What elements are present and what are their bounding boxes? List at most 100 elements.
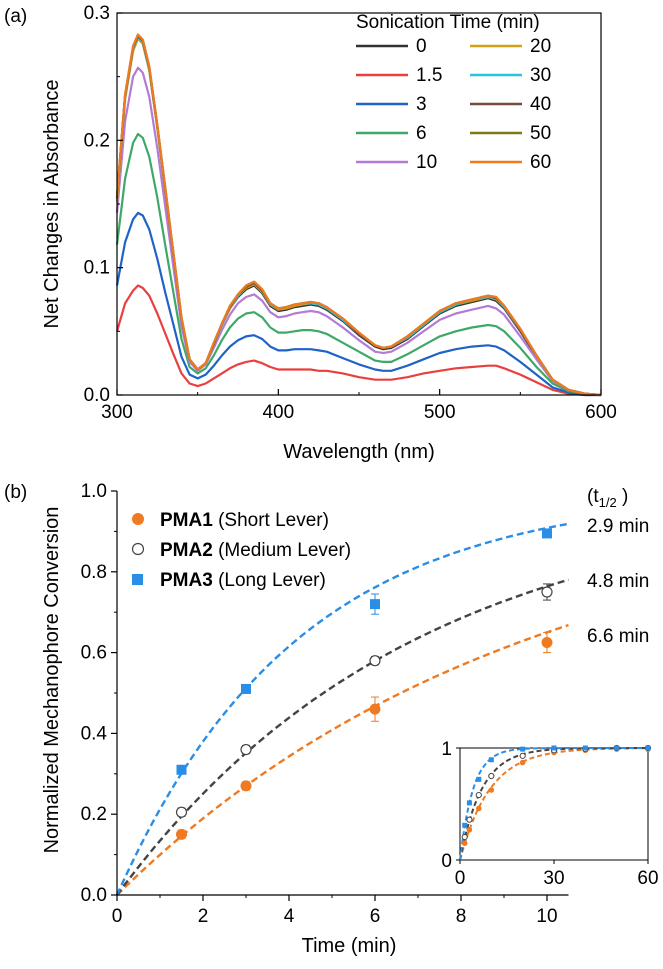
b-ytick-label: 0.4: [81, 723, 108, 744]
b-xtick-label: 2: [198, 906, 209, 927]
fit-curve-pma2: [116, 578, 569, 896]
panel-b-plot: [115, 522, 569, 896]
legend-label-1-5: 1.5: [416, 65, 442, 86]
b-ytick-label: 0.8: [81, 562, 107, 583]
b-xtick-label: 6: [370, 906, 381, 927]
inset-point-pma1: [476, 805, 482, 812]
inset-xtick-label: 0: [455, 868, 466, 889]
inset-point-pma3: [645, 745, 651, 751]
legend-label-20: 20: [530, 36, 551, 57]
panel-b-label: (b): [4, 482, 27, 503]
b-xtick-label: 8: [456, 906, 467, 927]
a-ytick-label: 0.2: [84, 130, 110, 151]
legend-label-0: 0: [416, 36, 427, 57]
panel-a-frame: [116, 12, 602, 396]
inset-point-pma1: [488, 787, 495, 793]
spectrum-line-60: [115, 33, 602, 397]
legend-label-pma2: PMA2 (Medium Lever): [160, 540, 351, 561]
fit-curve-pma3: [115, 522, 569, 896]
data-point-pma2: [240, 743, 252, 756]
inset-point-pma3: [551, 745, 557, 751]
data-point-pma1: [176, 828, 187, 840]
a-ytick-label: 0.0: [84, 385, 110, 406]
legend-marker-pma3: [132, 574, 143, 585]
spectrum-line-6: [115, 132, 602, 397]
spectrum-line-3: [115, 211, 601, 397]
inset-point-pma2: [475, 791, 482, 799]
a-ytick-label: 0.3: [84, 3, 110, 24]
half-life-pma1: 6.6 min: [587, 626, 649, 647]
panel-a-plot: [115, 33, 602, 397]
inset-point-pma1: [466, 826, 473, 833]
b-xtick-label: 0: [112, 906, 123, 927]
panel-a-ylabel: Net Changes in Absorbance: [41, 79, 63, 328]
panel-b-legend: PMA1 (Short Lever) PMA2 (Medium Lever) PMA…: [131, 510, 351, 591]
inset-point-pma3: [476, 776, 482, 782]
inset-point-pma3: [488, 757, 494, 763]
inset-frame: [459, 747, 649, 861]
panel-b-axes: 0 2 4 6 8 100.00.20.40.60.81.0: [81, 481, 569, 927]
inset-point-pma2: [519, 752, 526, 759]
data-point-pma2: [541, 586, 553, 598]
panel-b-half-life-labels: 6.6 min 4.8 min 2.9 min: [587, 516, 649, 647]
panel-b-inset: 0 30 60 0 1: [441, 739, 658, 889]
inset-xtick-label: 30: [543, 868, 564, 889]
inset-point-pma3: [466, 800, 472, 806]
inset-point-pma3: [520, 746, 526, 752]
inset-xtick-label: 60: [637, 868, 658, 889]
data-point-pma3: [176, 764, 187, 775]
data-point-pma1: [369, 703, 381, 715]
panel-b-xlabel: Time (min): [302, 935, 397, 957]
inset-ytick-label: 0: [441, 851, 452, 872]
b-xtick-label: 10: [536, 906, 557, 927]
inset-point-pma3: [582, 745, 588, 751]
data-point-pma3: [542, 528, 552, 539]
b-ytick-label: 0.2: [81, 804, 107, 825]
a-xtick-label: 500: [424, 402, 456, 423]
panel-a-legend-title: Sonication Time (min): [356, 12, 540, 33]
legend-label-6: 6: [416, 123, 427, 144]
a-xtick-label: 400: [262, 402, 294, 423]
a-ytick-label: 0.1: [84, 258, 110, 279]
half-life-header: (t1/2 ): [587, 486, 628, 510]
b-ytick-label: 0.0: [81, 885, 107, 906]
inset-point-pma3: [462, 822, 468, 828]
legend-label-pma3: PMA3 (Long Lever): [160, 570, 326, 591]
inset-point-pma1: [461, 840, 468, 846]
data-point-pma1: [240, 780, 252, 792]
inset-point-pma2: [461, 833, 468, 841]
legend-label-3: 3: [416, 94, 427, 115]
legend-label-60: 60: [530, 152, 551, 173]
panel-a-legend: 0 1.5 3 6 10 20 30 40 50 60: [356, 36, 551, 173]
legend-label-10: 10: [416, 152, 437, 173]
inset-point-pma3: [614, 745, 620, 751]
legend-label-50: 50: [530, 123, 551, 144]
spectrum-line-1-5: [115, 284, 601, 397]
b-ytick-label: 1.0: [81, 481, 107, 502]
inset-point-pma1: [519, 759, 526, 766]
b-xtick-label: 4: [284, 906, 295, 927]
legend-marker-pma2: [131, 542, 145, 556]
a-xtick-label: 600: [585, 402, 617, 423]
fit-curve-pma1: [116, 623, 569, 896]
spectrum-line-10: [115, 66, 602, 397]
a-xtick-label: 300: [101, 402, 133, 423]
inset-point-pma2: [466, 816, 473, 823]
legend-label-30: 30: [530, 65, 551, 86]
data-point-pma2: [175, 806, 188, 818]
panel-a-label: (a): [4, 6, 27, 27]
half-life-pma2: 4.8 min: [587, 571, 649, 592]
legend-marker-pma1: [132, 513, 144, 525]
legend-label-pma1: PMA1 (Short Lever): [160, 510, 329, 531]
panel-b-ylabel: Normalized Mechanophore Conversion: [41, 507, 63, 854]
inset-point-pma2: [488, 772, 495, 780]
inset-ytick-label: 1: [441, 739, 452, 760]
data-point-pma3: [370, 599, 380, 610]
data-point-pma3: [241, 683, 251, 694]
panel-a-xlabel: Wavelength (nm): [283, 441, 435, 463]
legend-label-40: 40: [530, 94, 551, 115]
data-point-pma2: [369, 655, 381, 667]
b-ytick-label: 0.6: [81, 643, 107, 664]
